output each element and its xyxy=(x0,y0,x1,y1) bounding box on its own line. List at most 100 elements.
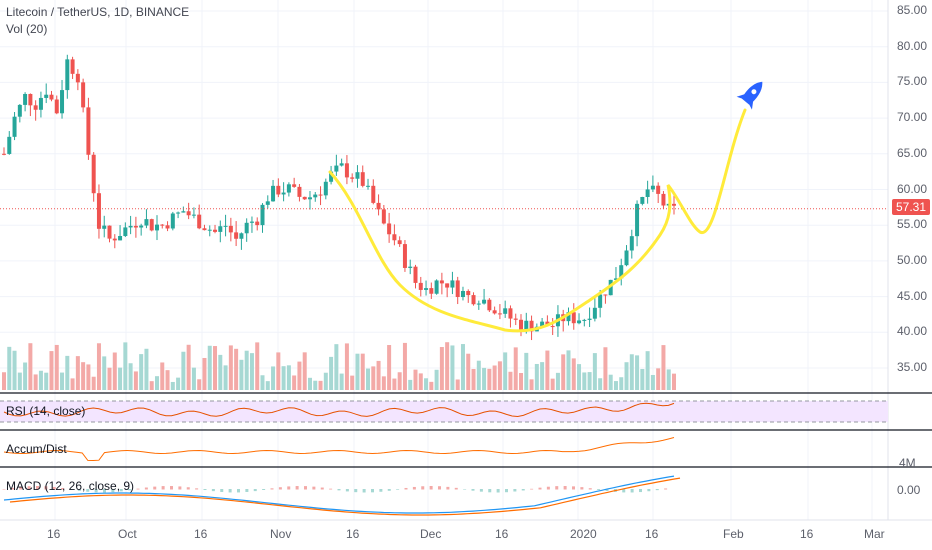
candle-body xyxy=(482,299,487,304)
macd-histogram-bar xyxy=(19,486,23,490)
macd-histogram-bar xyxy=(211,489,215,492)
macd-histogram-bar xyxy=(153,486,157,490)
macd-histogram-bar xyxy=(396,489,400,490)
candle-body xyxy=(107,225,112,239)
x-tick-label: 16 xyxy=(47,527,61,541)
candle-body xyxy=(434,280,439,294)
volume-bar xyxy=(281,366,286,390)
volume-bar xyxy=(666,369,671,390)
macd-histogram-bar xyxy=(2,489,6,490)
candle-body xyxy=(460,290,465,298)
volume-bar xyxy=(329,356,334,390)
volume-bar xyxy=(218,354,223,390)
y-tick-label: 55.00 xyxy=(897,217,928,232)
candle-body xyxy=(234,232,239,239)
candle-body xyxy=(366,185,371,187)
candle-body xyxy=(613,278,618,280)
volume-bar xyxy=(360,353,365,390)
candle-body xyxy=(619,265,624,279)
volume-bar xyxy=(96,343,101,390)
ad-line xyxy=(3,437,675,462)
candle-body xyxy=(297,186,302,197)
candle-body xyxy=(429,288,434,294)
volume-bar xyxy=(577,364,582,390)
candle-body xyxy=(603,294,608,296)
candle-body xyxy=(276,185,281,195)
x-tick-label: Dec xyxy=(420,527,442,541)
candle-body xyxy=(450,280,455,288)
macd-histogram-bar xyxy=(622,489,626,493)
annotation-curve xyxy=(328,108,747,333)
candle-body xyxy=(49,94,54,100)
candle-body xyxy=(550,326,555,328)
volume-bar xyxy=(629,354,634,390)
candle-body xyxy=(455,280,460,298)
volume-bar xyxy=(65,355,70,390)
candle-body xyxy=(371,185,376,203)
volume-bar xyxy=(28,343,33,390)
volume-bar xyxy=(260,375,265,390)
volume-bar xyxy=(75,356,80,390)
macd-histogram-bar xyxy=(664,488,668,490)
candle-body xyxy=(218,226,223,232)
ad-label: Accum/Dist xyxy=(6,442,67,456)
candle-body xyxy=(102,225,107,229)
candle-body xyxy=(608,279,613,296)
y-tick-label: 85.00 xyxy=(897,3,928,17)
candle-body xyxy=(313,194,318,198)
candle-body xyxy=(635,203,640,237)
volume-bar xyxy=(118,367,123,390)
candle-body xyxy=(170,213,175,229)
candle-body xyxy=(149,219,154,231)
candle-body xyxy=(70,59,75,74)
candle-body xyxy=(33,105,38,110)
volume-bar xyxy=(12,350,17,390)
candle-body xyxy=(466,290,471,296)
candle-body xyxy=(154,224,159,231)
macd-histogram-bar xyxy=(77,489,81,491)
macd-histogram-bar xyxy=(429,486,433,490)
candle-body xyxy=(656,185,661,194)
volume-bar xyxy=(608,374,613,390)
candle-body xyxy=(244,222,249,234)
macd-histogram-bar xyxy=(630,489,634,493)
macd-histogram-bar xyxy=(103,489,106,493)
candle-body xyxy=(508,308,513,319)
macd-histogram-bar xyxy=(555,486,559,490)
macd-histogram-bar xyxy=(287,486,291,490)
candle-body xyxy=(307,197,312,200)
macd-histogram-bar xyxy=(178,486,182,490)
volume-bar xyxy=(297,361,302,390)
volume-bar xyxy=(476,360,481,390)
volume-bar xyxy=(276,352,281,390)
candle-body xyxy=(487,299,492,311)
volume-bar xyxy=(402,342,407,390)
candle-body xyxy=(197,214,202,229)
volume-bar xyxy=(286,365,291,390)
volume-bar xyxy=(650,374,655,390)
macd-histogram-bar xyxy=(111,489,115,493)
volume-bars xyxy=(2,342,676,390)
volume-bar xyxy=(144,348,149,390)
volume-bar xyxy=(455,379,460,390)
x-tick-label: 16 xyxy=(645,527,659,541)
volume-bar xyxy=(482,367,487,390)
volume-bar xyxy=(672,373,676,390)
candle-body xyxy=(524,320,529,332)
macd-histogram-bar xyxy=(27,486,31,490)
macd-histogram-bar xyxy=(597,489,601,490)
candle-body xyxy=(65,59,70,91)
signal-line xyxy=(9,477,681,516)
volume-bar xyxy=(466,353,471,390)
pane-separators xyxy=(0,392,932,468)
y-tick-label: 70.00 xyxy=(897,110,928,125)
candle-body xyxy=(302,196,307,200)
candle-body xyxy=(629,236,634,251)
candle-body xyxy=(624,250,629,266)
candle-body xyxy=(672,203,676,206)
macd-histogram-bar xyxy=(362,489,366,493)
volume-bar xyxy=(191,367,196,390)
volume-bar xyxy=(598,378,603,390)
candle-body xyxy=(598,294,603,308)
